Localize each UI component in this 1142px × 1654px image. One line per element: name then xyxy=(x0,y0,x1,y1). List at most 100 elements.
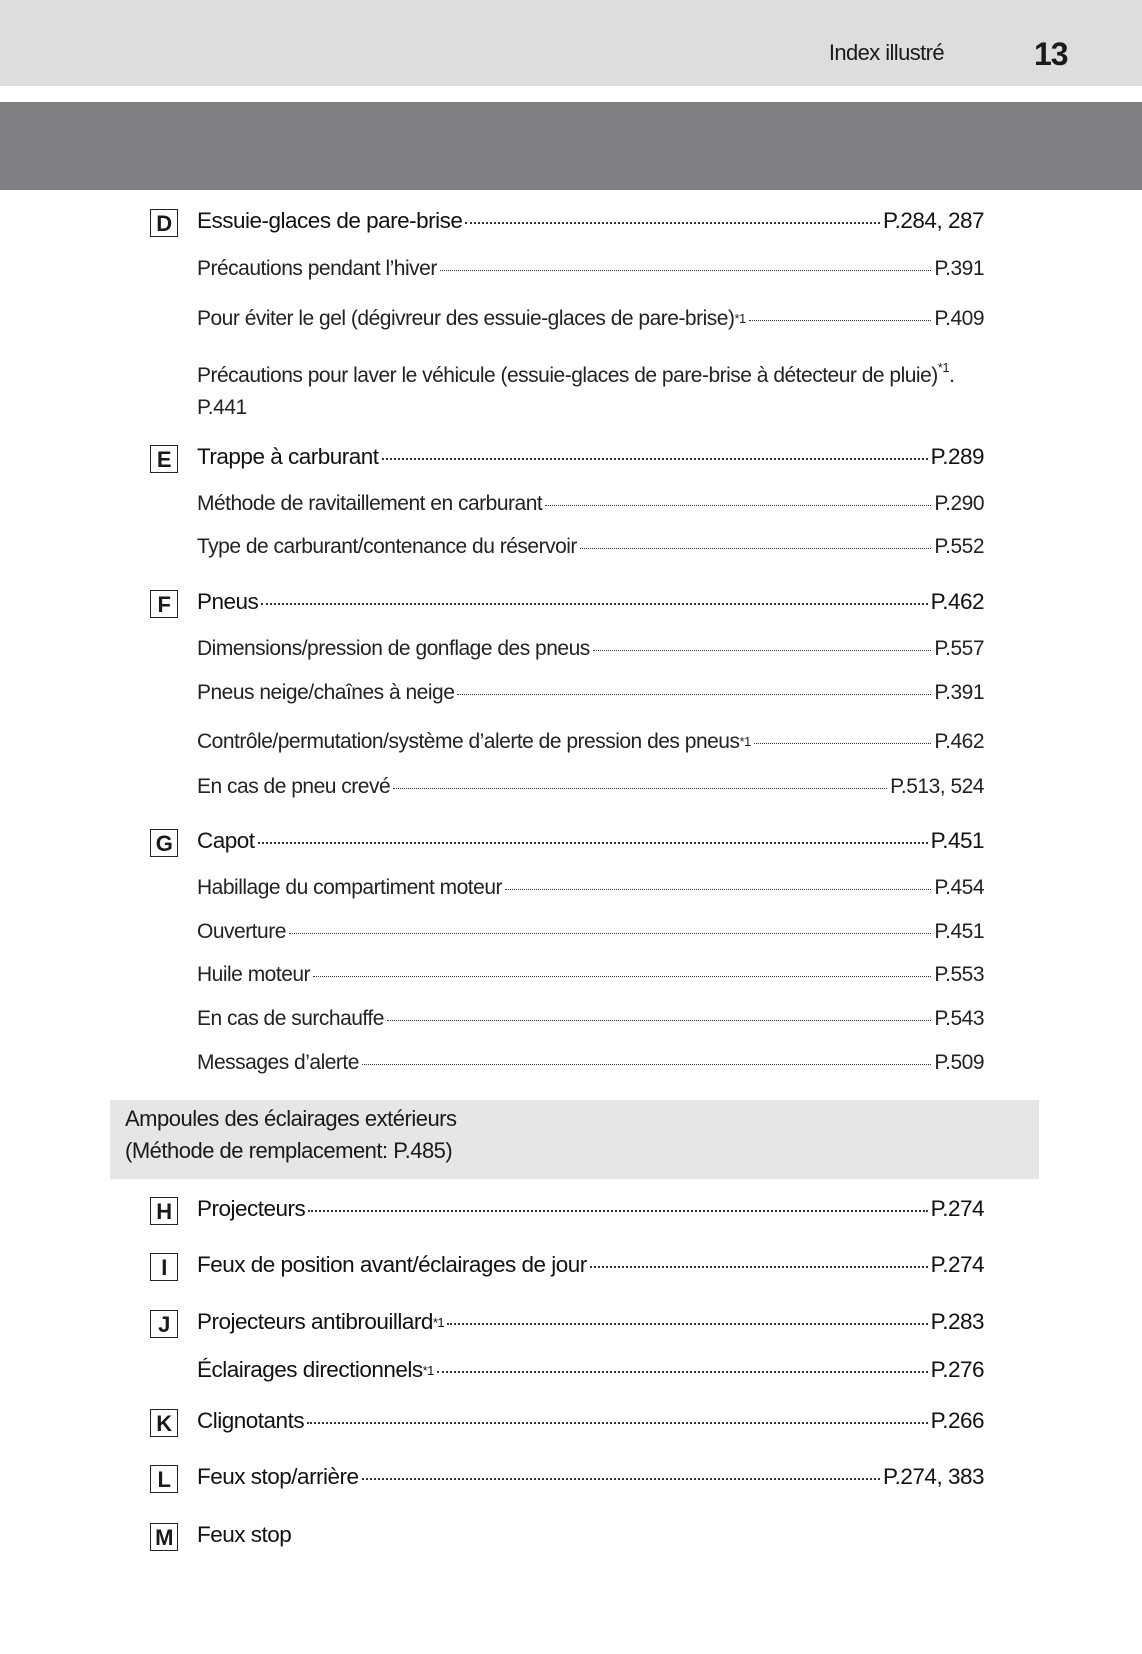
dot-leader xyxy=(261,603,928,605)
exterior-lights-box: Ampoules des éclairages extérieurs (Méth… xyxy=(110,1100,1039,1179)
entry-label: Projecteurs antibrouillard xyxy=(197,1309,433,1334)
index-entry: Méthode de ravitaillement en carburant P.… xyxy=(197,492,984,516)
entry-page[interactable]: P.451 xyxy=(934,920,984,943)
callout-letter-g: G xyxy=(150,829,178,857)
index-entry: Précautions pendant l’hiver P.391 xyxy=(197,257,984,281)
entry-page[interactable]: P.543 xyxy=(934,1007,984,1030)
dot-leader xyxy=(748,320,932,321)
index-entry: Messages d’alerte P.509 xyxy=(197,1051,984,1075)
exterior-lights-note: (Méthode de remplacement: P.485) xyxy=(125,1138,453,1163)
entry-label: Messages d’alerte xyxy=(197,1051,359,1074)
dot-leader xyxy=(579,548,932,549)
entry-page[interactable]: P.441 xyxy=(197,396,247,419)
entry-label: Précautions pour laver le véhicule (essu… xyxy=(197,364,938,387)
dot-leader xyxy=(589,1266,928,1268)
index-entry: Feux stop/arrière P.274, 383 xyxy=(197,1464,984,1490)
dot-leader xyxy=(307,1422,928,1424)
entry-page[interactable]: P.409 xyxy=(934,307,984,330)
entry-page[interactable]: P.290 xyxy=(934,492,984,515)
entry-page[interactable]: P.557 xyxy=(934,637,984,660)
index-entry: Habillage du compartiment moteur P.454 xyxy=(197,876,984,900)
entry-page[interactable]: P.553 xyxy=(934,963,984,986)
entry-label: Huile moteur xyxy=(197,963,311,986)
entry-page[interactable]: P.451 xyxy=(930,828,985,853)
entry-page[interactable]: P.274, 383 xyxy=(883,1464,984,1489)
index-entry: Projecteurs antibrouillard *1 P.283 xyxy=(197,1309,985,1335)
index-entry: Huile moteur P.553 xyxy=(197,963,984,987)
entry-label: Éclairages directionnels xyxy=(197,1357,423,1382)
entry-label: Précautions pendant l’hiver xyxy=(197,257,437,280)
callout-letter-e: E xyxy=(150,445,178,473)
index-entry: Clignotants P.266 xyxy=(197,1408,985,1434)
callout-letter-i: I xyxy=(150,1253,178,1281)
entry-label: Habillage du compartiment moteur xyxy=(197,876,503,899)
index-entry: Projecteurs P.274 xyxy=(197,1196,985,1222)
dot-leader xyxy=(313,976,932,977)
callout-letter-k: K xyxy=(150,1409,178,1437)
callout-letter-l: L xyxy=(150,1465,178,1493)
entry-label: Méthode de ravitaillement en carburant xyxy=(197,492,543,515)
dot-leader xyxy=(288,933,932,934)
dot-leader xyxy=(381,458,928,460)
entry-page[interactable]: P.462 xyxy=(934,730,984,753)
index-entry: Trappe à carburant P.289 xyxy=(197,444,985,470)
index-entry: Pneus neige/chaînes à neige P.391 xyxy=(197,681,984,705)
entry-label: Capot xyxy=(197,828,255,853)
entry-page[interactable]: P.513, 524 xyxy=(890,775,984,798)
index-entry: En cas de pneu crevé P.513, 524 xyxy=(197,775,984,799)
dot-leader xyxy=(361,1478,881,1480)
index-entry: Feux de position avant/éclairages de jou… xyxy=(197,1252,985,1278)
index-entry: Ouverture P.451 xyxy=(197,920,984,944)
entry-page[interactable]: P.509 xyxy=(934,1051,984,1074)
entry-label: Ouverture xyxy=(197,920,286,943)
entry-label: Type de carburant/contenance du réservoi… xyxy=(197,535,577,558)
footnote-marker: *1 xyxy=(739,734,751,749)
entry-page[interactable]: P.276 xyxy=(930,1357,985,1382)
entry-label: En cas de pneu crevé xyxy=(197,775,391,798)
entry-label: Feux de position avant/éclairages de jou… xyxy=(197,1252,587,1277)
entry-label: Pneus neige/chaînes à neige xyxy=(197,681,455,704)
illustration-banner xyxy=(0,102,1142,190)
callout-letter-m: M xyxy=(150,1523,178,1551)
dot-leader xyxy=(257,842,928,844)
entry-page[interactable]: P.289 xyxy=(930,444,985,469)
entry-page[interactable]: P.391 xyxy=(934,257,984,280)
dot-leader xyxy=(505,889,932,890)
index-entry: Essuie-glaces de pare-brise P.284, 287 xyxy=(197,208,984,234)
index-entry: Précautions pour laver le véhicule (essu… xyxy=(197,354,997,424)
entry-label: Feux stop/arrière xyxy=(197,1464,359,1489)
index-entry: Capot P.451 xyxy=(197,828,985,854)
entry-label: Clignotants xyxy=(197,1408,305,1433)
entry-page[interactable]: P.274 xyxy=(930,1252,985,1277)
callout-letter-j: J xyxy=(150,1310,178,1338)
footnote-marker: *1 xyxy=(937,360,950,375)
footnote-marker: *1 xyxy=(422,1363,435,1378)
entry-page[interactable]: P.552 xyxy=(934,535,984,558)
entry-page[interactable]: P.284, 287 xyxy=(883,208,984,233)
exterior-lights-title: Ampoules des éclairages extérieurs xyxy=(125,1106,457,1131)
entry-page[interactable]: P.391 xyxy=(934,681,984,704)
entry-label: Pneus xyxy=(197,589,259,614)
entry-label: En cas de surchauffe xyxy=(197,1007,384,1030)
dot-leader xyxy=(308,1210,928,1212)
entry-page[interactable]: P.266 xyxy=(930,1408,985,1433)
dot-leader xyxy=(393,788,888,789)
dot-leader xyxy=(447,1323,928,1325)
footnote-marker: *1 xyxy=(734,311,746,326)
entry-page[interactable]: P.454 xyxy=(934,876,984,899)
index-entry: Pneus P.462 xyxy=(197,589,985,615)
index-entry: Contrôle/permutation/système d’alerte de… xyxy=(197,730,984,754)
index-entry: Feux stop xyxy=(197,1522,984,1548)
index-entry: Type de carburant/contenance du réservoi… xyxy=(197,535,984,559)
index-entry: Pour éviter le gel (dégivreur des essuie… xyxy=(197,307,984,331)
entry-page[interactable]: P.462 xyxy=(930,589,985,614)
entry-page[interactable]: P.274 xyxy=(930,1196,985,1221)
dot-leader xyxy=(592,650,932,651)
dot-leader xyxy=(436,1371,928,1373)
page-header: Index illustré 13 xyxy=(0,0,1142,86)
entry-page[interactable]: P.283 xyxy=(930,1309,985,1334)
dot-leader xyxy=(753,743,932,744)
callout-letter-f: F xyxy=(150,590,178,618)
callout-letter-h: H xyxy=(150,1197,178,1225)
entry-label: Contrôle/permutation/système d’alerte de… xyxy=(197,730,740,753)
